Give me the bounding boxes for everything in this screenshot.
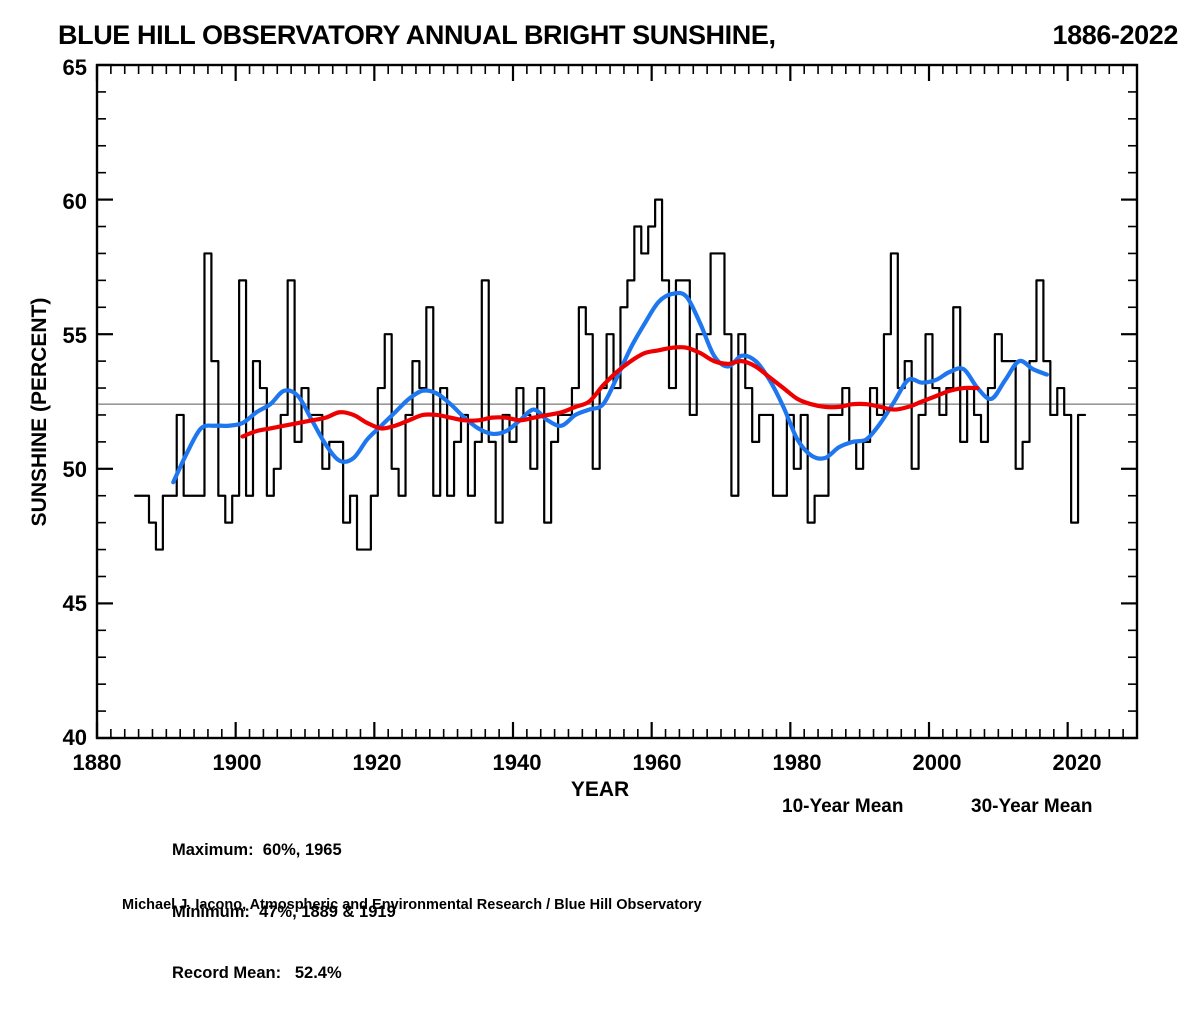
series-10-year-mean [171, 290, 1049, 485]
x-tick-label-1900: 1900 [212, 750, 262, 775]
x-tick-label-1960: 1960 [632, 750, 682, 775]
chart-figure: BLUE HILL OBSERVATORY ANNUAL BRIGHT SUNS… [0, 20, 1200, 982]
data-series-group [134, 198, 1087, 551]
series-annual-bright-sunshine [134, 198, 1087, 551]
x-axis-title: YEAR [570, 778, 630, 801]
series-30-year-mean [240, 345, 980, 439]
x-tick-label-1920: 1920 [352, 750, 402, 775]
y-tick-label-65: 65 [62, 55, 87, 80]
plot-area [95, 63, 1139, 740]
y-tick-label-55: 55 [62, 323, 87, 348]
legend-label-30-year-mean: 30-Year Mean [971, 796, 1093, 817]
x-tick-label-2000: 2000 [912, 750, 962, 775]
stat-record-mean: Record Mean: 52.4% [172, 964, 342, 982]
x-tick-label-2020: 2020 [1052, 750, 1102, 775]
y-tick-label-60: 60 [62, 189, 87, 214]
axes-frame [95, 63, 1139, 740]
page-title: BLUE HILL OBSERVATORY ANNUAL BRIGHT SUNS… [58, 20, 776, 50]
y-tick-label-45: 45 [62, 591, 87, 616]
x-tick-label-1940: 1940 [492, 750, 542, 775]
x-tick-label-1880: 1880 [72, 750, 122, 775]
stat-minimum: Minimum: 47%, 1889 & 1919 [172, 902, 396, 921]
title-year-range: 1886-2022 [1052, 20, 1178, 50]
legend-label-10-year-mean: 10-Year Mean [782, 796, 904, 817]
y-tick-label-50: 50 [62, 457, 87, 482]
stat-maximum: Maximum: 60%, 1965 [172, 841, 342, 859]
x-tick-label-1980: 1980 [772, 750, 822, 775]
credit-line: Michael J. Iacono, Atmospheric and Envir… [122, 897, 702, 913]
y-tick-label-40: 40 [62, 725, 87, 750]
chart-title-row: BLUE HILL OBSERVATORY ANNUAL BRIGHT SUNS… [0, 20, 1200, 60]
